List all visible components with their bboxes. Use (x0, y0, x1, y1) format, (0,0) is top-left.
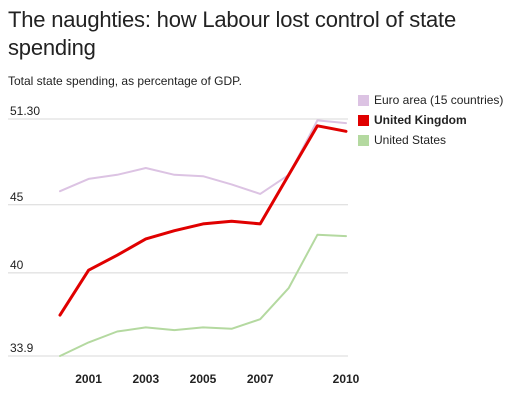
series-line-2 (59, 233, 347, 357)
x-tick-label: 2005 (190, 372, 217, 386)
chart-legend: Euro area (15 countries) United Kingdom Un… (358, 90, 503, 150)
x-tick-label: 2003 (132, 372, 159, 386)
x-tick-label: 2007 (247, 372, 274, 386)
legend-entry: United States (358, 130, 503, 150)
legend-swatch (358, 94, 369, 106)
chart-title: The naughties: how Labour lost control o… (8, 7, 456, 60)
x-tick-label: 2001 (75, 372, 102, 386)
y-tick-label: 45 (10, 190, 24, 204)
legend-swatch (358, 114, 369, 126)
series-line-1 (58, 124, 348, 317)
legend-label: United States (374, 133, 447, 147)
legend-label: United Kingdom (374, 113, 467, 127)
chart-subtitle: Total state spending, as percentage of G… (8, 74, 242, 88)
legend-entry: Euro area (15 countries) (358, 90, 503, 110)
x-tick-label: 2010 (333, 372, 360, 386)
y-tick-label: 33.9 (10, 341, 34, 355)
series-line-0 (59, 119, 347, 195)
legend-label: Euro area (15 countries) (374, 93, 504, 107)
y-tick-label: 40 (10, 258, 24, 272)
legend-entry: United Kingdom (358, 110, 503, 130)
y-tick-label: 51.30 (10, 104, 40, 118)
legend-swatch (358, 134, 369, 146)
